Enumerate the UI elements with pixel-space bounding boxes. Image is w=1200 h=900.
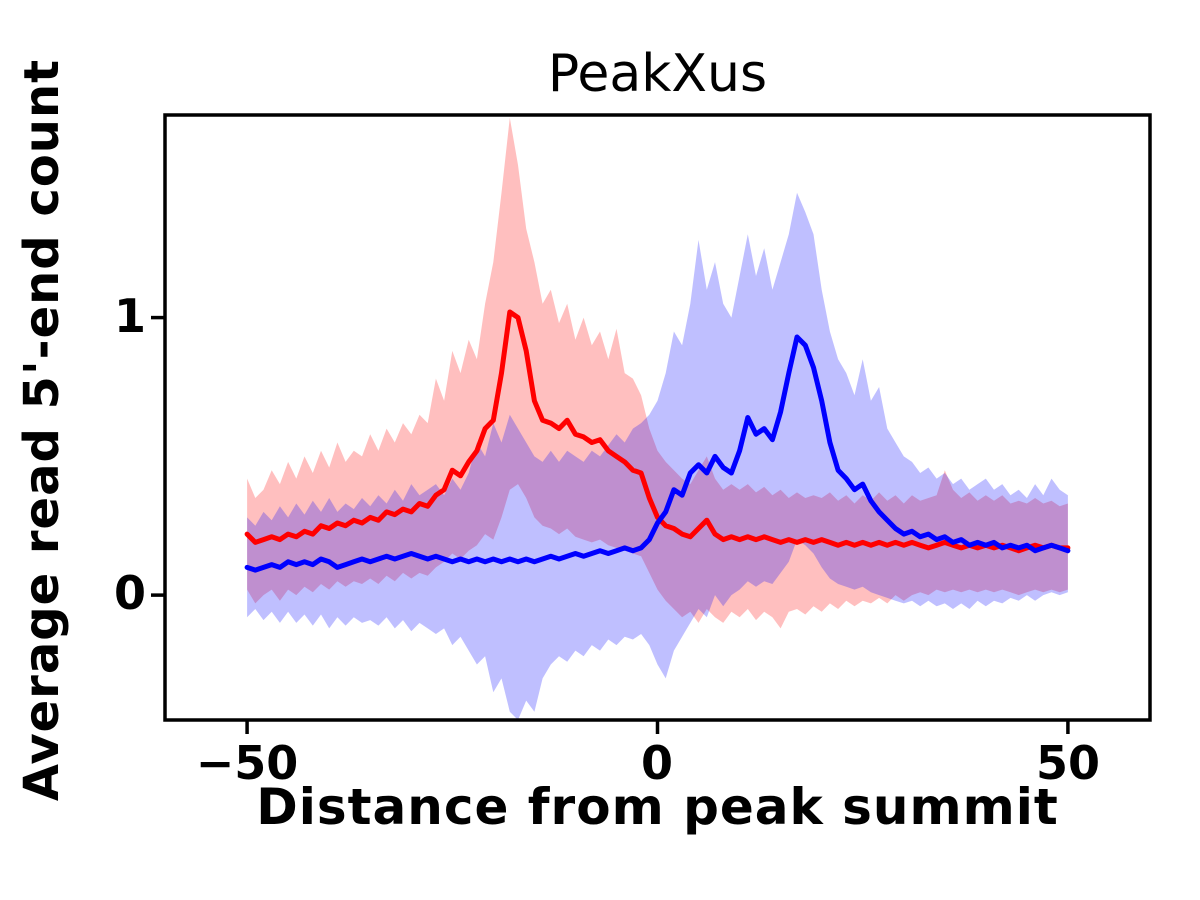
x-tick-label-neg50: −50 — [195, 736, 299, 790]
blue-confidence-band — [247, 192, 1068, 720]
blue-series-line — [244, 334, 1071, 573]
x-tick-label-0: 0 — [640, 736, 674, 790]
x-tick-label-50: 50 — [1035, 736, 1101, 790]
y-axis-label: Average read 5'-end count — [14, 58, 70, 802]
y-tick-label-0: 0 — [113, 565, 146, 620]
chart-title: PeakXus — [547, 44, 768, 104]
x-axis-label: Distance from peak summit — [256, 778, 1059, 836]
red-confidence-band — [247, 117, 1068, 629]
y-tick-label-1: 1 — [113, 288, 146, 343]
red-series-line — [244, 309, 1071, 554]
